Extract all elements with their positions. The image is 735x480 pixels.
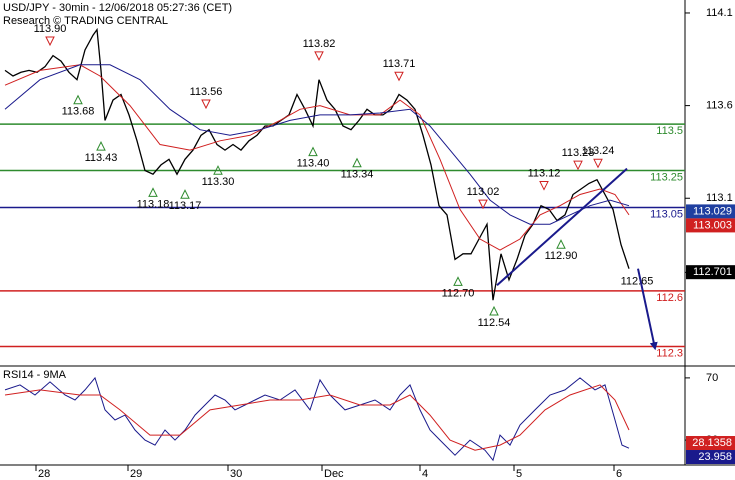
- level-label: 113.5: [656, 125, 683, 137]
- peak-marker: [573, 160, 583, 171]
- peak-label: 113.56: [190, 86, 223, 98]
- trough-label: 113.30: [202, 176, 235, 188]
- price-box-label: 113.003: [693, 219, 732, 231]
- trough-label: 113.68: [62, 106, 95, 118]
- trough-marker: [453, 276, 463, 286]
- peak-label: 113.12: [528, 167, 561, 179]
- y-tick-label: 113.6: [706, 100, 733, 112]
- chart-subtitle: Research © TRADING CENTRAL: [3, 15, 168, 27]
- trendline: [496, 167, 628, 287]
- peak-label: 113.82: [303, 38, 336, 50]
- peak-marker: [201, 99, 211, 110]
- trough-marker: [352, 157, 362, 168]
- peak-label: 113.23: [562, 147, 595, 159]
- price-box-label: 113.029: [693, 205, 732, 217]
- trough-label: 113.17: [169, 200, 202, 212]
- y-tick-label: 70: [706, 372, 718, 384]
- x-tick-label: 30: [230, 468, 242, 480]
- peak-label: 113.90: [34, 23, 67, 35]
- target-label: 112.65: [621, 276, 654, 288]
- trough-marker: [489, 305, 499, 316]
- price-box: [686, 218, 735, 233]
- x-tick-label: 29: [130, 468, 142, 480]
- trough-label: 113.34: [341, 169, 374, 181]
- x-tick-label: 28: [38, 468, 50, 480]
- peak-marker: [478, 199, 488, 210]
- price-line: [4, 384, 630, 451]
- trough-label: 112.90: [545, 250, 578, 262]
- y-tick-label: 114.1: [706, 7, 733, 19]
- level-label: 112.3: [656, 347, 683, 359]
- y-tick-label: 113.1: [706, 192, 733, 204]
- peak-label: 113.71: [383, 58, 416, 70]
- peak-marker: [314, 51, 324, 61]
- price-box-label: 23.958: [698, 451, 732, 463]
- peak-marker: [45, 36, 55, 47]
- peak-marker: [593, 158, 603, 169]
- price-line: [4, 64, 630, 225]
- peak-label: 113.24: [582, 145, 615, 157]
- trough-marker: [556, 239, 566, 249]
- trendline: [637, 268, 658, 351]
- level-label: 113.25: [650, 171, 683, 183]
- trough-label: 113.43: [85, 152, 118, 164]
- trough-label: 113.18: [137, 198, 170, 210]
- level-label: 112.6: [656, 292, 683, 304]
- price-box: [686, 265, 735, 280]
- peak-marker: [539, 181, 549, 191]
- x-tick-label: Dec: [324, 468, 344, 480]
- x-tick-label: 5: [516, 468, 522, 480]
- trough-label: 113.40: [297, 158, 330, 170]
- trough-marker: [213, 165, 223, 175]
- trough-marker: [180, 189, 190, 199]
- x-tick-label: 6: [616, 468, 622, 480]
- price-box-label: 28.1358: [692, 437, 732, 449]
- price-box: [686, 436, 735, 451]
- peak-label: 113.02: [467, 186, 500, 198]
- panel-title: RSI14 - 9MA: [3, 369, 67, 381]
- price-box: [686, 450, 735, 465]
- trough-label: 112.54: [478, 317, 511, 329]
- price-line: [4, 64, 630, 251]
- trough-marker: [96, 140, 106, 151]
- level-label: 113.05: [650, 208, 683, 220]
- price-box: [686, 204, 735, 219]
- x-tick-label: 4: [422, 468, 428, 480]
- price-line: [4, 27, 630, 301]
- price-box-label: 112.701: [693, 266, 732, 278]
- trough-marker: [148, 187, 158, 197]
- trough-marker: [308, 146, 318, 157]
- trough-label: 112.70: [442, 287, 475, 299]
- price-line: [4, 376, 630, 462]
- chart-title: USD/JPY - 30min - 12/06/2018 05:27:36 (C…: [3, 2, 232, 14]
- trough-marker: [73, 94, 83, 105]
- peak-marker: [394, 71, 404, 82]
